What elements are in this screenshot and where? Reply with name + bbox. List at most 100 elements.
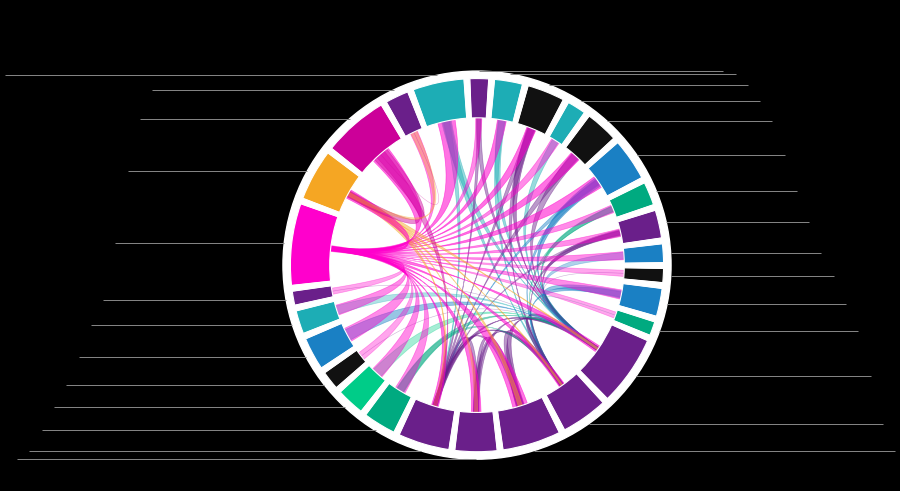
Polygon shape bbox=[346, 191, 446, 407]
Polygon shape bbox=[434, 337, 479, 412]
Polygon shape bbox=[543, 230, 621, 350]
Polygon shape bbox=[330, 248, 625, 276]
Polygon shape bbox=[376, 151, 448, 407]
Polygon shape bbox=[397, 315, 598, 393]
Wedge shape bbox=[618, 284, 662, 316]
Polygon shape bbox=[507, 317, 598, 407]
Polygon shape bbox=[432, 317, 599, 407]
Polygon shape bbox=[330, 248, 404, 294]
Wedge shape bbox=[302, 153, 359, 213]
Polygon shape bbox=[330, 248, 419, 377]
Polygon shape bbox=[330, 247, 428, 393]
Wedge shape bbox=[624, 268, 663, 283]
Polygon shape bbox=[494, 119, 563, 386]
Polygon shape bbox=[544, 252, 625, 350]
Wedge shape bbox=[413, 79, 467, 127]
Polygon shape bbox=[434, 118, 481, 407]
Polygon shape bbox=[476, 118, 598, 350]
Polygon shape bbox=[530, 287, 622, 386]
Polygon shape bbox=[397, 326, 562, 392]
Polygon shape bbox=[442, 120, 598, 350]
Wedge shape bbox=[614, 310, 654, 335]
Wedge shape bbox=[565, 116, 614, 165]
Circle shape bbox=[283, 71, 671, 459]
Wedge shape bbox=[588, 142, 642, 196]
Polygon shape bbox=[330, 246, 527, 408]
Polygon shape bbox=[330, 246, 446, 407]
Polygon shape bbox=[530, 230, 621, 386]
Wedge shape bbox=[617, 210, 662, 244]
Polygon shape bbox=[543, 285, 622, 350]
Polygon shape bbox=[330, 246, 600, 352]
Wedge shape bbox=[331, 105, 401, 173]
Polygon shape bbox=[330, 247, 410, 341]
Wedge shape bbox=[365, 383, 411, 432]
Polygon shape bbox=[513, 127, 599, 351]
Polygon shape bbox=[330, 118, 482, 251]
Polygon shape bbox=[330, 246, 564, 387]
Polygon shape bbox=[330, 119, 458, 252]
Polygon shape bbox=[330, 131, 435, 251]
Polygon shape bbox=[495, 119, 598, 350]
Polygon shape bbox=[330, 247, 622, 299]
Polygon shape bbox=[374, 312, 598, 377]
Polygon shape bbox=[529, 206, 614, 386]
Polygon shape bbox=[443, 120, 563, 386]
Wedge shape bbox=[498, 397, 560, 450]
Polygon shape bbox=[537, 178, 601, 351]
Polygon shape bbox=[473, 337, 523, 412]
Polygon shape bbox=[434, 154, 578, 407]
Wedge shape bbox=[580, 325, 648, 399]
Wedge shape bbox=[291, 204, 338, 285]
Polygon shape bbox=[330, 229, 622, 254]
Polygon shape bbox=[434, 120, 460, 407]
Polygon shape bbox=[347, 192, 522, 407]
Polygon shape bbox=[526, 314, 599, 387]
Wedge shape bbox=[386, 92, 422, 136]
Wedge shape bbox=[400, 399, 454, 450]
Wedge shape bbox=[518, 86, 563, 135]
Polygon shape bbox=[541, 206, 614, 350]
Wedge shape bbox=[306, 324, 354, 368]
Polygon shape bbox=[330, 248, 406, 315]
Wedge shape bbox=[624, 244, 663, 263]
Polygon shape bbox=[330, 205, 615, 253]
Polygon shape bbox=[347, 192, 478, 412]
Polygon shape bbox=[504, 329, 563, 407]
Polygon shape bbox=[473, 331, 563, 412]
Wedge shape bbox=[609, 183, 653, 218]
Wedge shape bbox=[549, 103, 584, 145]
Wedge shape bbox=[292, 286, 333, 305]
Polygon shape bbox=[330, 138, 559, 251]
Polygon shape bbox=[530, 153, 599, 350]
Polygon shape bbox=[346, 149, 424, 223]
Polygon shape bbox=[330, 248, 413, 359]
Wedge shape bbox=[470, 79, 489, 118]
Wedge shape bbox=[340, 365, 385, 411]
Polygon shape bbox=[330, 119, 507, 251]
Polygon shape bbox=[330, 248, 616, 318]
Polygon shape bbox=[434, 180, 599, 407]
Polygon shape bbox=[330, 152, 580, 251]
Polygon shape bbox=[330, 148, 421, 252]
Polygon shape bbox=[433, 335, 524, 407]
Polygon shape bbox=[330, 248, 625, 261]
Polygon shape bbox=[346, 191, 598, 350]
Polygon shape bbox=[524, 139, 598, 350]
Polygon shape bbox=[509, 127, 563, 386]
Wedge shape bbox=[296, 301, 340, 333]
Polygon shape bbox=[347, 192, 562, 386]
Polygon shape bbox=[336, 293, 598, 350]
Wedge shape bbox=[491, 80, 523, 122]
Polygon shape bbox=[527, 179, 600, 386]
Wedge shape bbox=[454, 411, 497, 452]
Polygon shape bbox=[433, 330, 563, 407]
Wedge shape bbox=[546, 374, 603, 430]
Polygon shape bbox=[330, 127, 536, 251]
Polygon shape bbox=[330, 176, 602, 252]
Wedge shape bbox=[325, 350, 366, 388]
Polygon shape bbox=[330, 190, 410, 253]
Polygon shape bbox=[347, 131, 436, 219]
Polygon shape bbox=[330, 247, 482, 412]
Polygon shape bbox=[473, 318, 598, 412]
